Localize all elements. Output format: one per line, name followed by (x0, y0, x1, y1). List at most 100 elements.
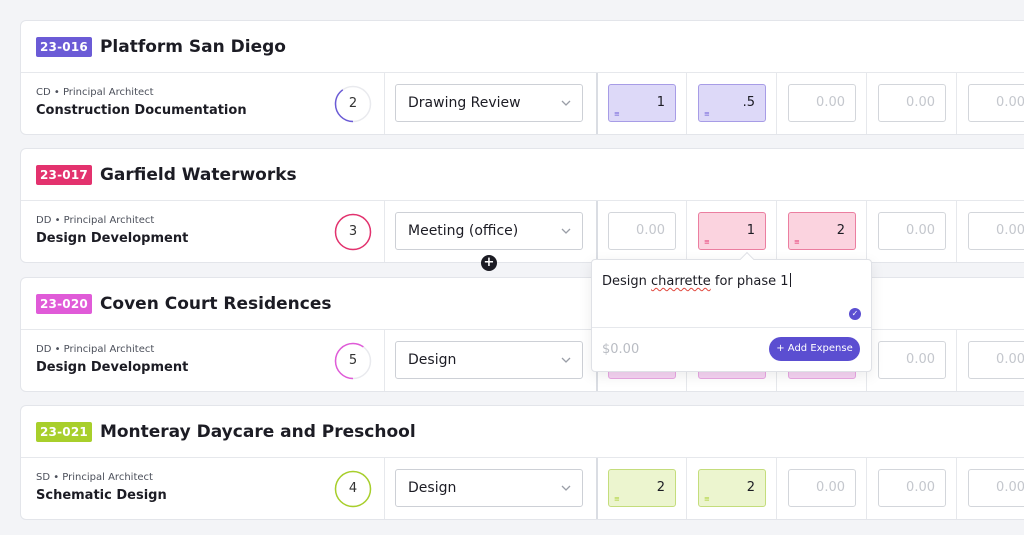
timesheet-row: CD • Principal Architect Construction Doc… (21, 73, 1024, 134)
task-count-ring[interactable]: 5 (334, 342, 372, 380)
column-divider (596, 458, 598, 519)
project-code-badge: 23-017 (36, 164, 92, 185)
project-title: Platform San Diego (99, 36, 286, 57)
column-divider (866, 201, 867, 262)
progress-ring-icon (334, 342, 372, 380)
column-divider (866, 458, 867, 519)
text-cursor (789, 273, 791, 287)
project-card: 23-020 Coven Court Residences DD • Princip… (20, 277, 1024, 392)
note-text-misspelled: charrette (651, 274, 711, 289)
hours-input[interactable]: 0.00 (968, 469, 1024, 507)
column-divider (956, 330, 957, 391)
hours-input[interactable]: 0.00 (968, 84, 1024, 122)
task-count-ring[interactable]: 3 (334, 213, 372, 251)
phase-name: Design Development (36, 360, 189, 375)
note-icon: ≡ (794, 238, 800, 246)
hours-value: 0.00 (906, 95, 935, 110)
phase-info: SD • Principal Architect Schematic Design (36, 472, 167, 503)
hours-value: 2 (836, 223, 845, 238)
hours-value: 2 (746, 480, 755, 495)
progress-ring-icon (334, 85, 372, 123)
phase-info: DD • Principal Architect Design Developme… (36, 344, 188, 375)
phase-role: DD • Principal Architect (36, 215, 155, 226)
task-count: 3 (348, 224, 358, 239)
project-header: 23-021 Monteray Daycare and Preschool (21, 406, 1024, 458)
add-note-icon[interactable]: + (481, 255, 497, 271)
project-title: Garfield Waterworks (99, 164, 297, 185)
hours-input[interactable]: 0.00 (968, 212, 1024, 250)
hours-value: 0.00 (636, 223, 665, 238)
column-divider (686, 73, 687, 134)
project-card: 23-016 Platform San Diego CD • Principal A… (20, 20, 1024, 135)
column-divider (686, 458, 687, 519)
hours-input[interactable]: 0.00 (608, 212, 676, 250)
hours-value: 1 (746, 223, 755, 238)
project-code-badge: 23-016 (36, 36, 92, 57)
progress-ring-icon (334, 470, 372, 508)
timesheet-row: DD • Principal Architect Design Developme… (21, 330, 1024, 391)
phase-role: CD • Principal Architect (36, 87, 154, 98)
hours-value: 0.00 (996, 352, 1024, 367)
activity-dropdown[interactable]: Drawing Review (395, 84, 583, 122)
note-icon: ≡ (704, 495, 710, 503)
column-divider (776, 73, 777, 134)
hours-value: 0.00 (996, 223, 1024, 238)
phase-name: Construction Documentation (36, 103, 247, 118)
note-text-before: Design (602, 274, 652, 289)
check-circle-icon[interactable]: ✓ (849, 308, 861, 320)
hours-value: 0.00 (816, 480, 845, 495)
column-divider (956, 201, 957, 262)
project-title: Monteray Daycare and Preschool (99, 421, 416, 442)
column-divider (776, 201, 777, 262)
activity-dropdown[interactable]: Meeting (office) (395, 212, 583, 250)
hours-input[interactable]: ≡ 1 (608, 84, 676, 122)
hours-input[interactable]: 0.00 (878, 84, 946, 122)
hours-input[interactable]: 0.00 (878, 212, 946, 250)
hours-input[interactable]: ≡ 1 (698, 212, 766, 250)
note-icon: ≡ (614, 110, 620, 118)
column-divider (384, 201, 385, 262)
note-icon: ≡ (704, 238, 710, 246)
hours-input[interactable]: 0.00 (788, 469, 856, 507)
add-expense-button[interactable]: + Add Expense (769, 337, 860, 361)
task-count-ring[interactable]: 2 (334, 85, 372, 123)
hours-input[interactable]: 0.00 (788, 84, 856, 122)
activity-selected: Design (408, 352, 457, 368)
column-divider (384, 73, 385, 134)
hours-value: 0.00 (996, 95, 1024, 110)
phase-info: CD • Principal Architect Construction Doc… (36, 87, 247, 118)
activity-selected: Meeting (office) (408, 223, 519, 239)
phase-role: SD • Principal Architect (36, 472, 153, 483)
hours-input[interactable]: ≡ 2 (698, 469, 766, 507)
activity-dropdown[interactable]: Design (395, 469, 583, 507)
note-text-after: for phase 1 (710, 274, 789, 289)
activity-dropdown[interactable]: Design (395, 341, 583, 379)
hours-value: 0.00 (996, 480, 1024, 495)
hours-input[interactable]: ≡ 2 (608, 469, 676, 507)
hours-value: 0.00 (906, 223, 935, 238)
column-divider (866, 73, 867, 134)
progress-ring-icon (334, 213, 372, 251)
activity-selected: Drawing Review (408, 95, 521, 111)
hours-input[interactable]: ≡ 2 (788, 212, 856, 250)
hours-input[interactable]: 0.00 (878, 469, 946, 507)
task-count: 2 (348, 96, 358, 111)
note-text-input[interactable]: Design charrette for phase 1 (602, 273, 791, 289)
hours-input[interactable]: 0.00 (878, 341, 946, 379)
hours-value: 0.00 (906, 480, 935, 495)
project-code-badge: 23-020 (36, 293, 92, 314)
task-count-ring[interactable]: 4 (334, 470, 372, 508)
hours-input[interactable]: ≡ .5 (698, 84, 766, 122)
project-header: 23-016 Platform San Diego (21, 21, 1024, 73)
chevron-down-icon (561, 485, 571, 491)
note-icon: ≡ (614, 495, 620, 503)
hours-input[interactable]: 0.00 (968, 341, 1024, 379)
project-card: 23-017 Garfield Waterworks DD • Principal … (20, 148, 1024, 263)
note-icon: ≡ (704, 110, 710, 118)
column-divider (956, 73, 957, 134)
task-count: 5 (348, 353, 358, 368)
phase-info: DD • Principal Architect Design Developme… (36, 215, 188, 246)
timesheet-row: SD • Principal Architect Schematic Design… (21, 458, 1024, 519)
column-divider (956, 458, 957, 519)
expense-amount-input[interactable]: $0.00 (602, 342, 640, 357)
